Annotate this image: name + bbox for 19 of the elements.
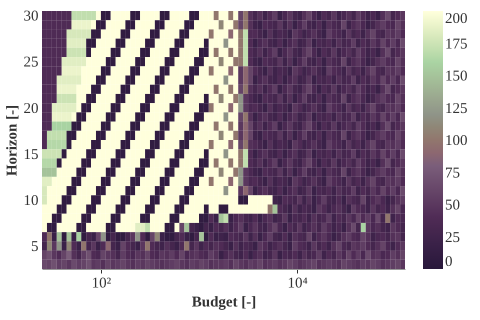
y-tick-label: 5 — [31, 238, 38, 255]
color-bar-label: 25 — [445, 230, 460, 246]
x-axis-title: Budget [-] — [192, 294, 256, 310]
color-bar-label: 100 — [445, 133, 468, 149]
x-tick-label: 10² — [92, 276, 112, 292]
y-tick-label: 15 — [24, 146, 38, 163]
color-bar-label: 0 — [445, 254, 452, 270]
y-tick-label: 20 — [24, 100, 38, 117]
x-tick-label: 10⁴ — [287, 276, 308, 292]
y-tick-label: 25 — [24, 54, 38, 71]
color-bar-label: 150 — [445, 68, 468, 84]
color-bar-label: 50 — [445, 198, 460, 214]
y-axis-title: Horizon [-] — [4, 104, 20, 176]
color-bar-label: 125 — [445, 100, 468, 117]
color-bar-label: 175 — [445, 36, 468, 52]
color-bar-label: 200 — [445, 11, 468, 27]
y-tick-label: 30 — [24, 8, 38, 25]
y-tick-label: 10 — [24, 192, 38, 209]
color-bar-label: 75 — [445, 165, 460, 182]
